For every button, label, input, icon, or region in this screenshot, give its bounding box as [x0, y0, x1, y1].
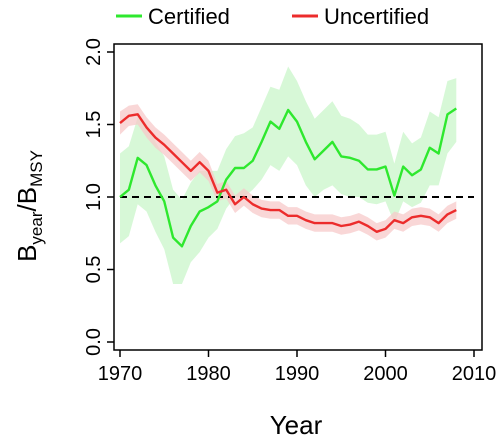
- y-axis-title-sub1: year: [27, 211, 46, 244]
- band-certified: [120, 66, 457, 284]
- x-tick-label: 2010: [452, 363, 497, 385]
- y-tick-label: 0.5: [83, 256, 105, 284]
- axes: 1970 1980 1990 2000 2010 0.0 0.5 1.0 1.5 2.0: [83, 38, 496, 385]
- y-axis-title-sub2: MSY: [27, 150, 46, 187]
- y-tick-label: 1.0: [83, 183, 105, 211]
- series-lines: [119, 107, 457, 248]
- y-tick-label: 1.5: [83, 111, 105, 139]
- y-axis-title-main1: B: [12, 245, 42, 262]
- y-tick-label: 0.0: [83, 328, 105, 356]
- y-axis-title: Byear/BMSY: [12, 150, 46, 262]
- x-tick-label: 1990: [275, 363, 320, 385]
- series-line-certified: [119, 107, 457, 248]
- legend-certified-label: Certified: [148, 4, 230, 29]
- x-tick-label: 1980: [186, 363, 231, 385]
- x-axis-title: Year: [270, 410, 323, 440]
- y-axis-title-main2: B: [12, 187, 42, 204]
- legend-uncertified-label: Uncertified: [324, 4, 429, 29]
- series-line-uncertified: [119, 113, 457, 234]
- x-tick-label: 2000: [363, 363, 408, 385]
- band-uncertified: [120, 104, 457, 241]
- legend: Certified Uncertified: [116, 4, 429, 29]
- y-axis-title-slash: /: [12, 204, 42, 212]
- x-tick-label: 1970: [98, 363, 143, 385]
- y-tick-label: 2.0: [83, 38, 105, 66]
- confidence-bands: [120, 66, 457, 284]
